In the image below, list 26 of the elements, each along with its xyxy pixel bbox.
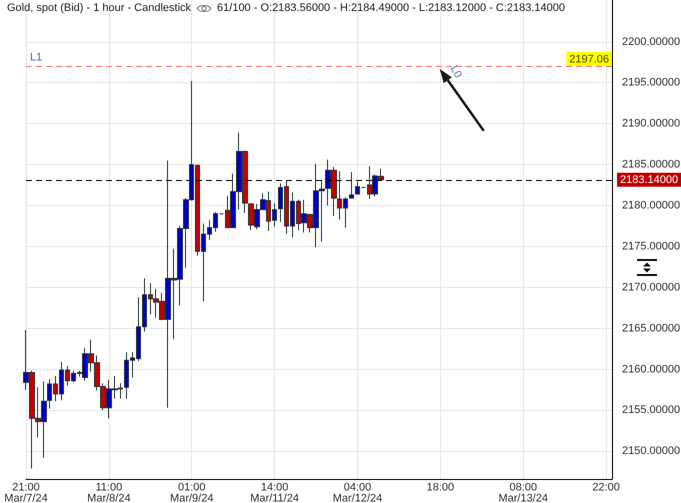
y-tick-label: 2150.00000 (622, 445, 680, 458)
candlestick (349, 171, 354, 199)
chart-subtitle: 61/100 - O:2183.56000 - H:2184.49000 - L:2183.12000 - C:2183.14000 (217, 1, 566, 15)
x-tick-label: 04:00 Mar/12/24 (332, 482, 382, 503)
chart-title: Gold, spot (Bid) - 1 hour - Candlestick (7, 1, 192, 15)
ref-line-label: 2183.14000 (620, 174, 678, 186)
y-tick-label: 2185.00000 (622, 158, 680, 171)
x-tick-label: 21:00 Mar/7/24 (4, 482, 48, 503)
y-tick-label: 2155.00000 (622, 404, 680, 416)
y-tick-label: 2175.00000 (622, 240, 680, 252)
annotation: L0 (447, 64, 464, 80)
x-tick-label: 08:00 Mar/13/24 (498, 482, 548, 503)
y-tick-label: 2160.00000 (622, 363, 680, 376)
x-tick-label: 11:00 Mar/8/24 (87, 482, 131, 503)
y-tick-label: 2165.00000 (622, 322, 680, 334)
y-tick-label: 2180.00000 (622, 200, 680, 212)
ref-line-label: 2197.06 (569, 53, 609, 66)
x-tick-label: 14:00 Mar/11/24 (250, 482, 299, 503)
y-tick-label: 2190.00000 (622, 118, 680, 130)
x-tick-label: 01:00 Mar/9/24 (170, 482, 214, 503)
y-tick-label: 2200.00000 (622, 36, 680, 48)
x-tick-label: 22:00 (592, 482, 620, 494)
annotation: L1 (30, 51, 42, 64)
x-tick-label: 18:00 (426, 482, 454, 494)
y-tick-label: 2195.00000 (622, 76, 680, 89)
y-tick-label: 2170.00000 (622, 281, 680, 294)
